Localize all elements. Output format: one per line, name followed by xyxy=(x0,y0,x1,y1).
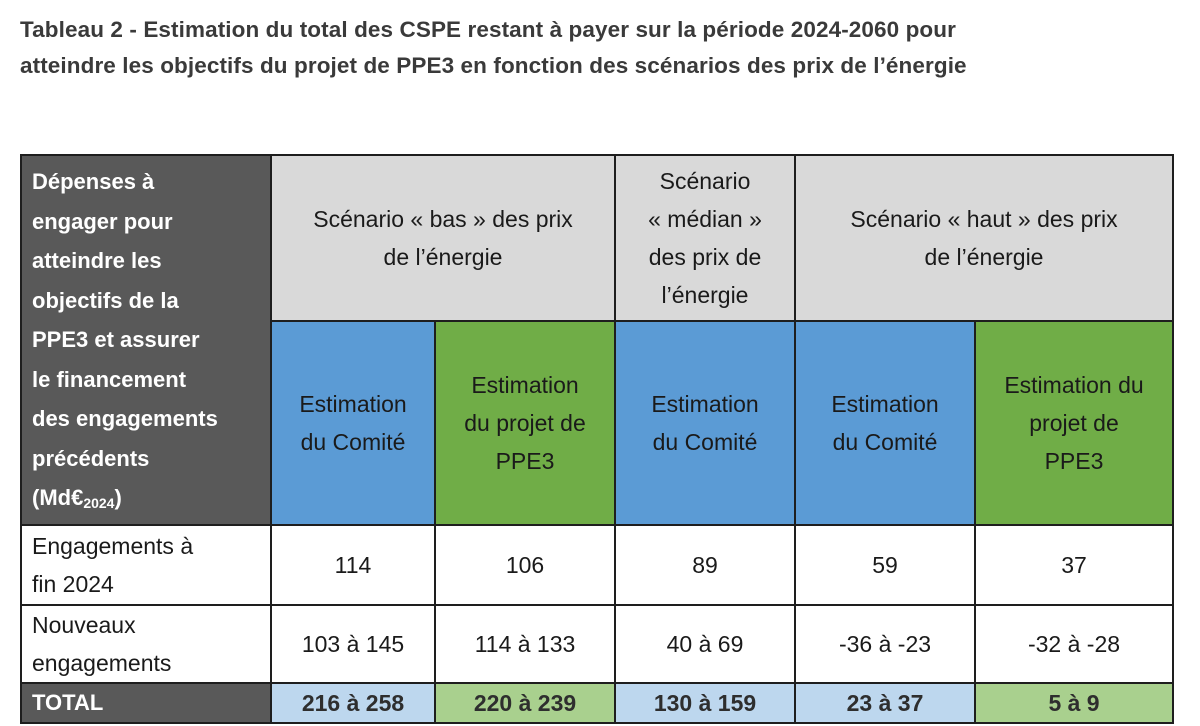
table-cell: -32 à -28 xyxy=(974,603,1175,684)
table-title-line-1: Tableau 2 - Estimation du total des CSPE… xyxy=(20,17,956,42)
table-cell: 106 xyxy=(433,523,617,606)
corner-line: PPE3 et assurer xyxy=(32,327,200,352)
subhead-line: PPE3 xyxy=(1044,447,1104,474)
subhead-line: Estimation xyxy=(299,390,407,417)
corner-line: précédents xyxy=(32,445,150,471)
subhead-line: PPE3 xyxy=(495,447,555,474)
subhead-line: Estimation xyxy=(651,390,759,417)
total-cell: 216 à 258 xyxy=(270,681,436,724)
scenario-median-line: « médian » xyxy=(648,206,762,233)
corner-unit-text: (Md€ xyxy=(32,485,84,510)
subhead-bas-comite: Estimation du Comité xyxy=(270,320,436,526)
subhead-line: Estimation xyxy=(471,371,579,398)
row-label-line: Engagements à xyxy=(32,532,194,559)
subhead-bas-ppe3: Estimation du projet de PPE3 xyxy=(433,320,617,526)
row-label-engagements-fin-2024: Engagements à fin 2024 xyxy=(20,523,272,606)
scenario-median-header: Scénario « médian » des prix de l’énergi… xyxy=(614,153,797,323)
corner-line: Dépenses à xyxy=(32,169,155,194)
corner-unit-end: ) xyxy=(114,485,122,510)
subhead-haut-comite: Estimation du Comité xyxy=(794,320,977,526)
table-cell: 114 xyxy=(270,523,436,606)
total-cell: 5 à 9 xyxy=(974,681,1175,724)
total-cell: 23 à 37 xyxy=(794,681,977,724)
table-cell: 40 à 69 xyxy=(614,603,797,684)
header-row-scenarios: Dépenses à engager pour atteindre les ob… xyxy=(20,153,1175,526)
subhead-line: projet de xyxy=(1029,409,1119,436)
subhead-line: du Comité xyxy=(832,428,938,455)
scenario-median-line: l’énergie xyxy=(661,282,749,309)
scenario-bas-line: Scénario « bas » des prix xyxy=(313,206,573,233)
subhead-line: Estimation du xyxy=(1004,371,1144,398)
corner-line: objectifs de la xyxy=(32,287,179,313)
corner-line: engager pour xyxy=(32,208,173,234)
table-cell: 103 à 145 xyxy=(270,603,436,684)
table-cell: 59 xyxy=(794,523,977,606)
subhead-median-comite: Estimation du Comité xyxy=(614,320,797,526)
table-cell: 89 xyxy=(614,523,797,606)
scenario-haut-line: de l’énergie xyxy=(924,244,1044,271)
table-cell: 37 xyxy=(974,523,1175,606)
total-row: TOTAL 216 à 258 220 à 239 130 à 159 23 à… xyxy=(20,681,1175,724)
total-label: TOTAL xyxy=(20,681,272,724)
scenario-bas-line: de l’énergie xyxy=(383,244,503,271)
row-label-line: fin 2024 xyxy=(32,570,114,597)
total-cell: 220 à 239 xyxy=(433,681,617,724)
scenario-haut-line: Scénario « haut » des prix xyxy=(850,206,1118,233)
table-title-line-2: atteindre les objectifs du projet de PPE… xyxy=(20,53,967,78)
corner-line: le financement xyxy=(32,366,187,392)
cspe-table: Dépenses à engager pour atteindre les ob… xyxy=(20,153,1175,724)
row-label-nouveaux-engagements: Nouveaux engagements xyxy=(20,603,272,684)
scenario-median-line: Scénario xyxy=(659,168,751,195)
scenario-median-line: des prix de xyxy=(648,244,762,271)
corner-unit-sub: 2024 xyxy=(83,495,115,511)
scenario-haut-header: Scénario « haut » des prix de l’énergie xyxy=(794,153,1175,323)
row-label-line: Nouveaux xyxy=(32,611,136,638)
subhead-line: du projet de xyxy=(464,409,586,436)
total-cell: 130 à 159 xyxy=(614,681,797,724)
scenario-bas-header: Scénario « bas » des prix de l’énergie xyxy=(269,153,617,323)
corner-header-cell: Dépenses à engager pour atteindre les ob… xyxy=(20,154,272,526)
subhead-line: du Comité xyxy=(300,428,406,455)
table-row: Engagements à fin 2024 114 106 89 59 37 xyxy=(20,523,1175,606)
table-title: Tableau 2 - Estimation du total des CSPE… xyxy=(20,12,1180,84)
subhead-line: Estimation xyxy=(831,390,939,417)
table-row: Nouveaux engagements 103 à 145 114 à 133… xyxy=(20,603,1175,684)
table-cell: -36 à -23 xyxy=(794,603,977,684)
subhead-line: du Comité xyxy=(652,428,758,455)
header-row-estimations: Estimation du Comité Estimation du proje… xyxy=(21,320,1175,526)
table-cell: 114 à 133 xyxy=(433,603,617,684)
subhead-haut-ppe3: Estimation du projet de PPE3 xyxy=(974,320,1175,526)
corner-line: atteindre les xyxy=(32,248,162,273)
corner-unit: (Md€2024) xyxy=(32,478,262,524)
row-label-line: engagements xyxy=(32,649,172,676)
corner-line: des engagements xyxy=(32,406,218,431)
